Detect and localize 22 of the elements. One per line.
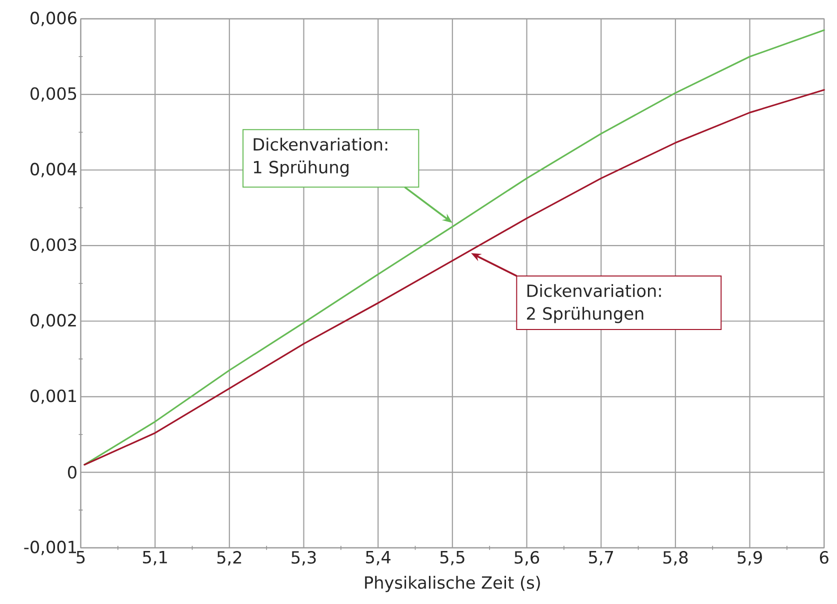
x-tick-label: 6	[820, 550, 828, 564]
y-tick-label: 0,004	[30, 162, 77, 178]
x-tick-label: 5,2	[217, 550, 242, 566]
annotation: Dickenvariation: 1 Sprühung	[254, 138, 388, 177]
x-tick-label: 5,1	[143, 550, 167, 566]
x-tick-label: 5,8	[663, 550, 688, 566]
x-tick-label: 5,6	[514, 550, 540, 566]
x-tick-label: 5	[76, 550, 85, 564]
y-tick-label: 0,005	[30, 86, 76, 102]
annotation: Dickenvariation: 2 Sprühungen	[527, 284, 661, 323]
y-tick-label: 0,003	[30, 238, 76, 253]
y-tick-label: 0,002	[30, 314, 76, 328]
x-tick-label: 5,3	[292, 550, 316, 566]
y-tick-label: 0,006	[30, 11, 76, 26]
y-tick-label: 0,001	[30, 389, 76, 404]
x-tick-label: 5,5	[440, 550, 464, 566]
x-tick-label: 5,4	[366, 550, 391, 566]
y-tick-label: -0,001	[24, 540, 76, 555]
x-tick-label: 5,9	[738, 550, 762, 566]
x-axis-title: Physikalische Zeit (s)	[365, 576, 540, 592]
y-tick-label: 0	[68, 466, 76, 478]
x-tick-label: 5,7	[589, 550, 614, 566]
